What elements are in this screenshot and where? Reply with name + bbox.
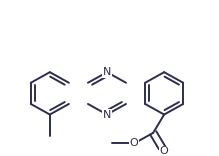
Text: O: O	[130, 139, 138, 149]
Text: N: N	[103, 67, 111, 77]
Text: O: O	[160, 146, 169, 156]
Text: N: N	[103, 110, 111, 119]
